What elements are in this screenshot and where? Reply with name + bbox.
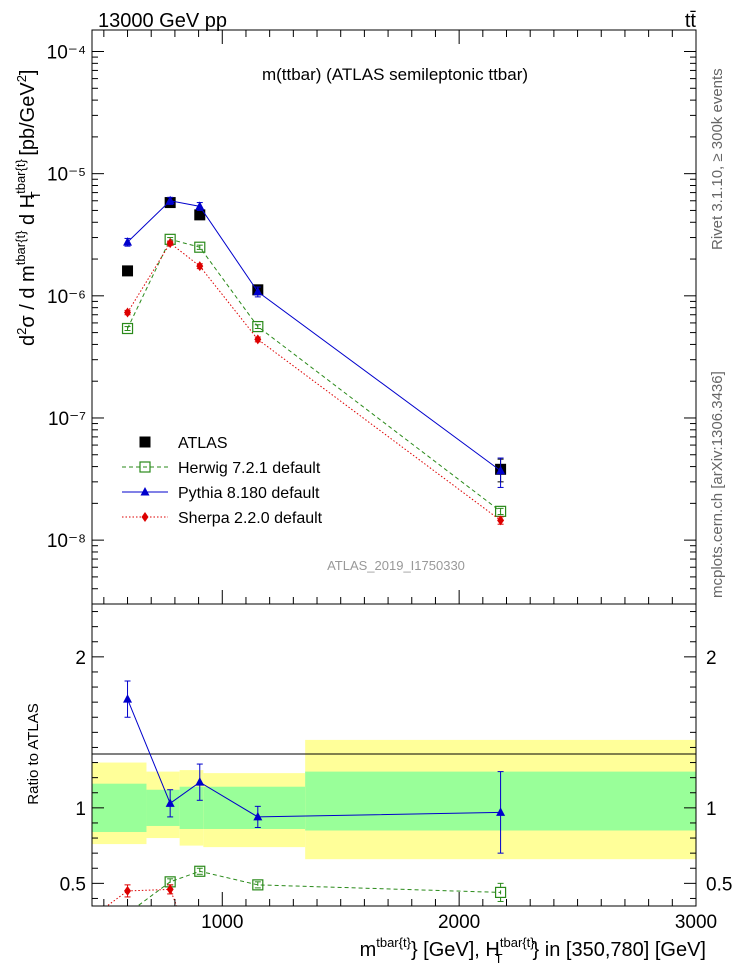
ratio-pythia-point (165, 798, 175, 807)
main-y-axis-label: d2σ / d mtbar{t} d Htbar{t}T [pb/GeV2] (13, 70, 43, 347)
legend: ATLAS Herwig 7.2.1 default Pythia 8.180 de… (122, 435, 323, 527)
legend-atlas-marker (139, 436, 151, 448)
ratio-y-tick-label-right: 0.5 (706, 874, 732, 895)
main-pythia-point (123, 237, 133, 246)
main-title: m(ttbar) (ATLAS semileptonic ttbar) (262, 65, 528, 84)
ratio-y-tick-label-right: 2 (706, 648, 717, 669)
x-tick-label: 1000 (201, 912, 243, 933)
ratio-sherpa-point (166, 884, 174, 895)
ratio-pythia-point (496, 807, 506, 816)
main-panel: 10⁻⁸ 10⁻⁷ 10⁻⁶ 10⁻⁵ 10⁻⁴ m(ttbar) (ATLAS sem… (13, 29, 697, 605)
ratio-bands (92, 739, 696, 860)
main-y-tick-label: 10⁻⁵ (47, 165, 86, 186)
main-y-tick-label: 10⁻⁴ (47, 43, 86, 64)
main-sherpa-line (127, 242, 501, 521)
legend-pythia-marker (140, 487, 150, 496)
ratio-band-green (203, 786, 306, 829)
main-herwig-point (121, 322, 134, 335)
legend-sherpa-marker (141, 512, 149, 522)
ratio-herwig-line (136, 870, 501, 906)
legend-herwig-label: Herwig 7.2.1 default (178, 460, 321, 477)
mcplots-label: mcplots.cern.ch [arXiv:1306.3436] (709, 371, 726, 598)
legend-herwig-marker (139, 461, 151, 473)
main-pythia-point (253, 286, 263, 296)
ratio-sherpa-line (106, 888, 178, 906)
main-y-tick-label: 10⁻⁷ (48, 409, 86, 430)
ratio-herwig-point (194, 865, 206, 877)
ratio-band-green (179, 786, 204, 829)
main-y-tick-label: 10⁻⁸ (47, 531, 86, 552)
ratio-herwig-point (252, 879, 264, 891)
ratio-y-ticks: 0.5 0.5 1 1 2 2 (60, 611, 732, 899)
main-pythia-point (195, 201, 205, 210)
x-tick-label: 3000 (675, 912, 717, 933)
main-atlas-point (194, 209, 206, 221)
main-pythia-line (127, 200, 501, 472)
ratio-sherpa-point (124, 885, 132, 896)
main-sherpa-point (196, 261, 204, 272)
main-marks (121, 195, 507, 526)
main-sherpa-point (497, 515, 505, 526)
x-axis-label: mtbar{t}} [GeV], Htbar{t} T} in [350,780]… (360, 935, 706, 966)
ratio-y-tick-label-left: 2 (75, 648, 86, 669)
ratio-y-axis-label: Ratio to ATLAS (25, 703, 42, 804)
header-right: tt̄ (685, 10, 697, 32)
ratio-y-tick-label-left: 0.5 (60, 874, 86, 895)
main-pythia-point (165, 195, 175, 205)
ratio-pythia-point (253, 811, 263, 821)
main-sherpa-point (254, 334, 262, 345)
x-ticks: 1000 2000 3000 (103, 30, 717, 933)
main-sherpa-point (124, 307, 132, 318)
legend-atlas-label: ATLAS (178, 435, 228, 452)
main-sherpa-point (166, 238, 174, 249)
main-atlas-point (122, 265, 134, 277)
ratio-marks (106, 680, 507, 906)
ratio-pythia-point (195, 777, 205, 786)
x-tick-label: 2000 (438, 912, 480, 933)
rivet-version-label: Rivet 3.1.10, ≥ 300k events (709, 68, 726, 250)
main-herwig-point (252, 320, 264, 333)
ratio-panel: 0.5 0.5 1 1 2 2 1000 2000 3000 Ratio to ATLAS m… (25, 30, 732, 966)
ratio-y-tick-label-right: 1 (706, 799, 717, 820)
main-y-ticks: 10⁻⁸ 10⁻⁷ 10⁻⁶ 10⁻⁵ 10⁻⁴ (47, 43, 696, 605)
ratio-frame (91, 603, 697, 907)
main-y-tick-label: 10⁻⁶ (47, 287, 86, 308)
ratio-y-tick-label-left: 1 (75, 799, 86, 820)
ratio-band-green (146, 789, 180, 826)
ratio-pythia-point (123, 694, 133, 703)
main-pythia-point (496, 465, 506, 475)
header-left: 13000 GeV pp (98, 10, 227, 32)
legend-sherpa-label: Sherpa 2.2.0 default (178, 510, 323, 527)
watermark: ATLAS_2019_I1750330 (327, 558, 465, 573)
ratio-herwig-point (494, 886, 507, 899)
legend-pythia-label: Pythia 8.180 default (178, 485, 320, 502)
main-herwig-point (194, 241, 206, 253)
